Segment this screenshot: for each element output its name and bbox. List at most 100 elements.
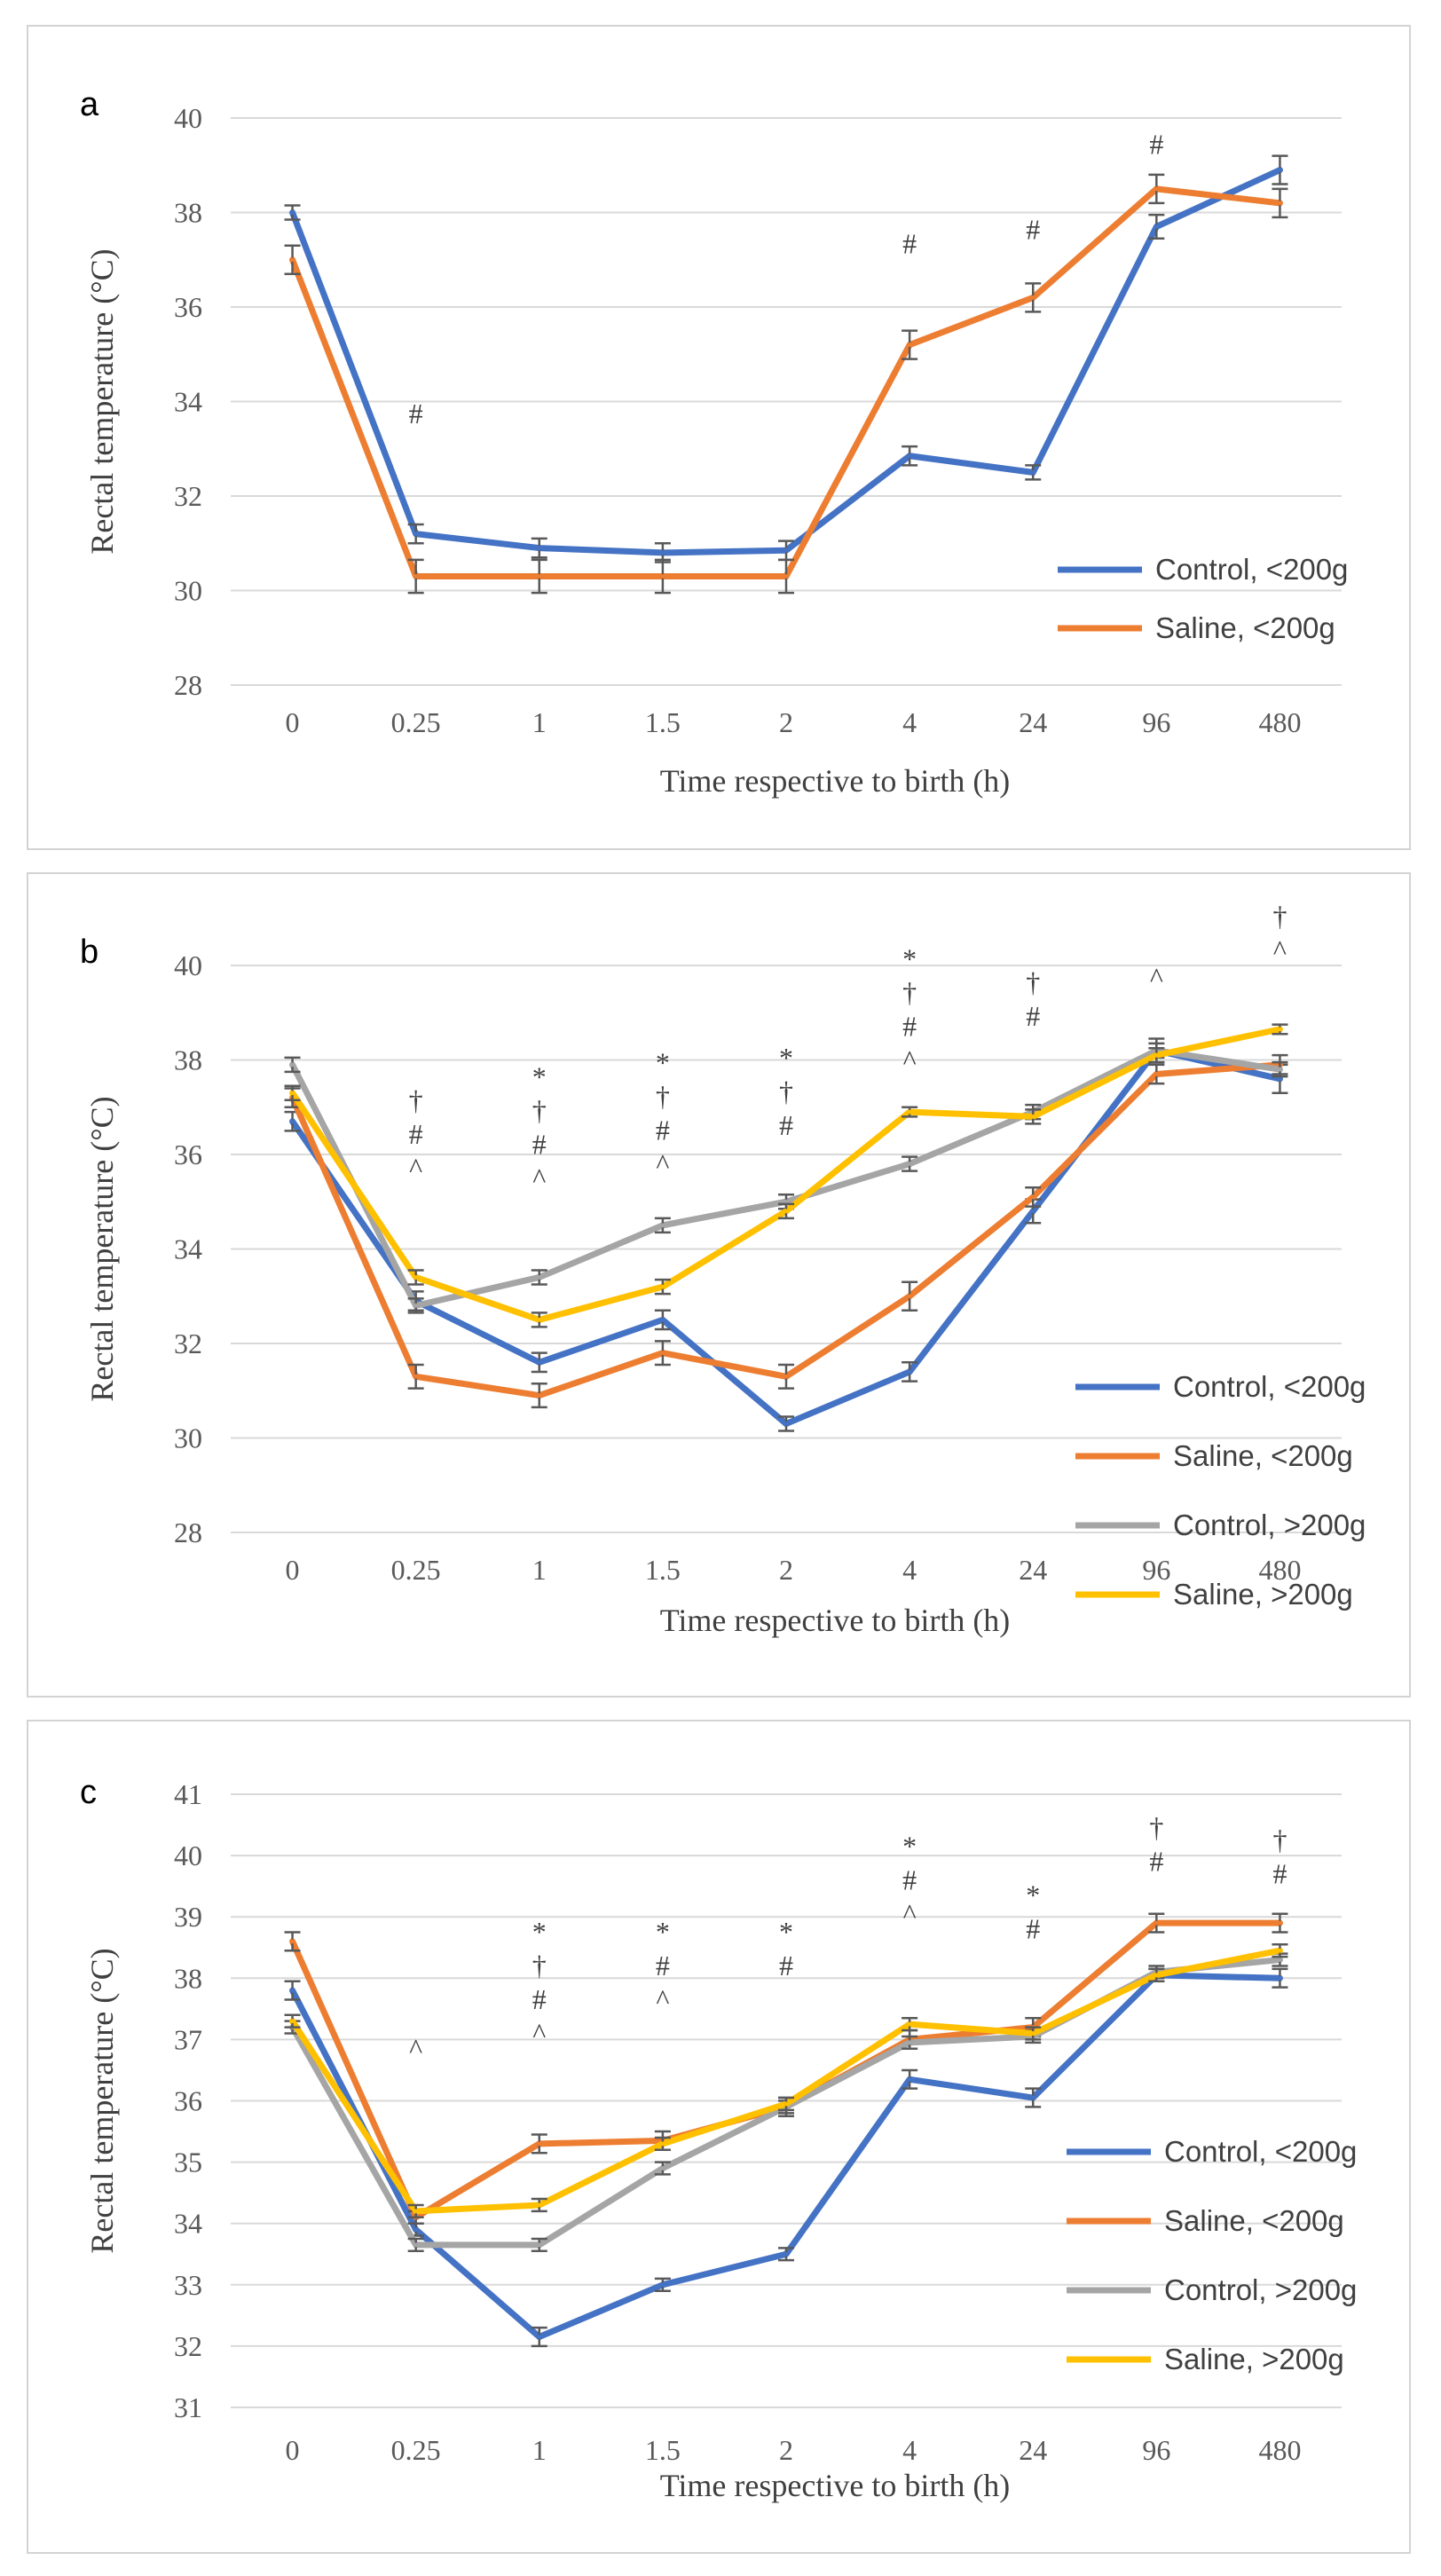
significance-marker: * — [902, 1830, 917, 1862]
significance-marker: † — [532, 1950, 547, 1981]
significance-marker: ^ — [409, 1152, 422, 1184]
data-point — [537, 574, 542, 579]
data-point — [413, 2209, 419, 2214]
data-point — [783, 574, 789, 579]
legend-label: Saline, <200g — [1164, 2204, 1344, 2237]
data-point — [1277, 1920, 1282, 1926]
significance-marker: * — [656, 1047, 670, 1079]
data-point — [660, 574, 665, 579]
significance-marker: # — [656, 1950, 670, 1981]
significance-marker: # — [1026, 213, 1040, 245]
data-point — [907, 2076, 912, 2082]
y-tick-label: 38 — [174, 1044, 202, 1076]
data-point — [1154, 224, 1159, 229]
data-point — [1030, 2095, 1035, 2100]
data-point — [413, 2227, 419, 2233]
x-tick-label: 2 — [779, 1554, 793, 1586]
legend-label: Control, <200g — [1155, 553, 1348, 586]
chart-panel-b: 28 30 32 34 36 38 40 0 0.25 1 1.5 2 4 24 96 480 Time res… — [27, 872, 1411, 1698]
data-point — [907, 2040, 912, 2045]
series-line — [289, 1972, 1283, 2341]
legend-label: Saline, >200g — [1173, 1578, 1353, 1611]
chart-panel-a: 28 30 32 34 36 38 40 0 0.25 1 1.5 2 4 24 96 480 Time res… — [27, 25, 1411, 850]
data-point — [1154, 1920, 1159, 1926]
data-point — [1277, 1067, 1282, 1072]
significance-marker: # — [532, 1983, 547, 2015]
data-point — [290, 257, 295, 263]
y-tick-label: 32 — [174, 480, 202, 512]
series-line — [289, 1947, 1283, 2215]
y-tick-label: 28 — [174, 1516, 202, 1548]
significance-marker: # — [532, 1128, 547, 1160]
data-point — [1030, 2030, 1035, 2036]
significance-marker: # — [1026, 1000, 1040, 1032]
data-point — [413, 1303, 419, 1308]
x-tick-label: 24 — [1019, 2434, 1047, 2466]
data-point — [907, 1294, 912, 1299]
significance-marker: ^ — [532, 1162, 546, 1193]
y-tick-label: 36 — [174, 291, 202, 323]
significance-marker: * — [656, 1916, 670, 1948]
x-tick-label: 480 — [1258, 2434, 1301, 2466]
data-point — [660, 1351, 665, 1356]
y-tick-label: 30 — [174, 575, 202, 607]
x-tick-label: 4 — [902, 1554, 917, 1586]
data-point — [660, 550, 665, 555]
data-point — [783, 1374, 789, 1379]
x-tick-label: 96 — [1142, 1554, 1170, 1586]
series-line — [289, 185, 1283, 580]
significance-marker: † — [1272, 900, 1287, 932]
significance-marker: # — [1149, 1846, 1163, 1878]
y-tick-label: 38 — [174, 197, 202, 229]
x-tick-label: 4 — [902, 706, 917, 738]
data-point — [537, 2335, 542, 2340]
data-point — [907, 1109, 912, 1115]
data-point — [907, 453, 912, 459]
x-tick-label: 480 — [1258, 1554, 1301, 1586]
panel-label: c — [80, 1774, 97, 1811]
data-point — [1154, 1973, 1159, 1978]
x-tick-label: 2 — [779, 2434, 793, 2466]
legend-label: Control, <200g — [1164, 2135, 1357, 2168]
data-point — [290, 1939, 295, 1944]
data-point — [290, 1091, 295, 1096]
data-point — [537, 2141, 542, 2147]
significance-marker: # — [656, 1115, 670, 1146]
significance-marker: # — [902, 1010, 917, 1042]
x-tick-label: 0 — [286, 2434, 300, 2466]
x-tick-label: 24 — [1019, 1554, 1047, 1586]
data-point — [413, 2242, 419, 2248]
data-point — [783, 547, 789, 553]
data-point — [413, 574, 419, 579]
data-point — [290, 2019, 295, 2024]
data-point — [1154, 186, 1159, 192]
significance-marker: ^ — [656, 1148, 669, 1180]
data-point — [783, 1199, 789, 1204]
significance-marker: * — [779, 1916, 793, 1948]
data-point — [413, 1374, 419, 1379]
x-tick-label: 1 — [532, 706, 547, 738]
significance-marker: ^ — [1150, 962, 1163, 994]
data-point — [1030, 1194, 1035, 1200]
legend-label: Saline, >200g — [1164, 2343, 1344, 2375]
x-axis-title: Time respective to birth (h) — [660, 763, 1011, 799]
significance-marker: † — [532, 1094, 547, 1126]
y-tick-label: 32 — [174, 2330, 202, 2362]
data-point — [290, 1119, 295, 1124]
data-point — [537, 1274, 542, 1280]
y-tick-label: 33 — [174, 2269, 202, 2301]
significance-marker: # — [779, 1109, 793, 1141]
significance-marker: # — [1272, 1857, 1287, 1889]
data-point — [537, 2202, 542, 2208]
x-tick-label: 0 — [286, 1554, 300, 1586]
significance-marker: ^ — [903, 1897, 917, 1929]
significance-marker: * — [1026, 1879, 1040, 1911]
significance-marker: * — [902, 942, 917, 974]
y-tick-label: 40 — [174, 1839, 202, 1871]
data-point — [907, 343, 912, 348]
y-tick-label: 34 — [174, 1233, 202, 1265]
significance-marker: ^ — [532, 2017, 546, 2049]
significance-marker: * — [532, 1916, 547, 1948]
legend-label: Saline, <200g — [1155, 611, 1335, 644]
